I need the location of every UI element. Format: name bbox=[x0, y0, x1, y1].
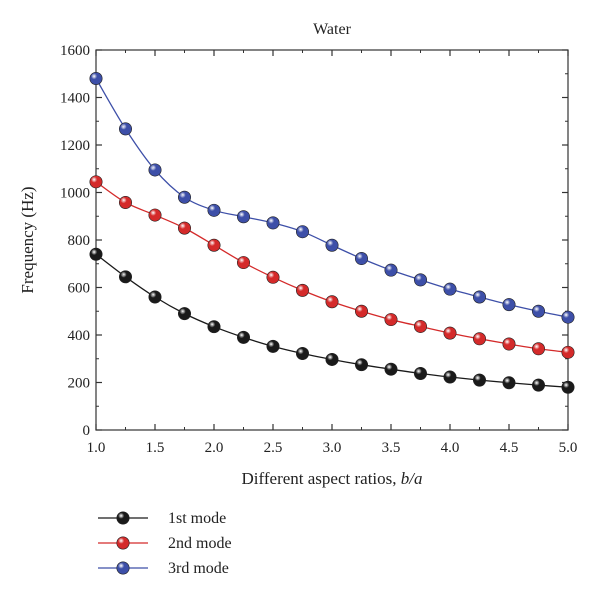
y-tick-label: 1200 bbox=[60, 138, 90, 154]
data-point-series-3 bbox=[325, 238, 339, 252]
data-point-series-2 bbox=[89, 175, 103, 189]
data-point-series-2 bbox=[472, 332, 486, 346]
data-point-series-3 bbox=[237, 210, 251, 224]
data-point-series-3 bbox=[502, 298, 516, 312]
x-tick-label: 4.5 bbox=[500, 440, 519, 456]
x-tick-label: 3.0 bbox=[323, 440, 342, 456]
data-point-series-2 bbox=[561, 345, 575, 359]
data-point-series-1 bbox=[472, 373, 486, 387]
data-point-series-2 bbox=[531, 342, 545, 356]
x-tick-label: 1.5 bbox=[146, 440, 165, 456]
data-point-series-1 bbox=[325, 352, 339, 366]
data-point-series-1 bbox=[266, 339, 280, 353]
data-point-series-1 bbox=[119, 270, 133, 284]
x-axis-label-prefix: Different aspect ratios, bbox=[242, 469, 401, 488]
data-point-series-1 bbox=[237, 330, 251, 344]
data-point-series-1 bbox=[443, 370, 457, 384]
data-point-series-2 bbox=[207, 238, 221, 252]
y-axis: 0 200 400 600 800 1000 1200 1400 1600 bbox=[60, 43, 568, 439]
data-point-series-1 bbox=[561, 380, 575, 394]
data-point-series-1 bbox=[384, 362, 398, 376]
data-point-series-2 bbox=[443, 326, 457, 340]
y-tick-label: 1400 bbox=[60, 91, 90, 107]
y-tick-label: 600 bbox=[68, 281, 91, 297]
series-layer bbox=[89, 72, 575, 394]
data-point-series-1 bbox=[502, 376, 516, 390]
x-axis-label: Different aspect ratios, b/a bbox=[242, 469, 423, 488]
data-point-series-2 bbox=[148, 208, 162, 222]
data-point-series-3 bbox=[89, 72, 103, 86]
data-point-series-1 bbox=[413, 366, 427, 380]
legend: 1st mode 2nd mode 3rd mode bbox=[98, 510, 232, 577]
y-tick-label: 800 bbox=[68, 233, 91, 249]
data-point-series-3 bbox=[384, 263, 398, 277]
data-point-series-2 bbox=[384, 313, 398, 327]
data-point-series-3 bbox=[354, 252, 368, 266]
data-point-series-3 bbox=[561, 310, 575, 324]
x-axis: 1.0 1.5 2.0 2.5 3.0 3.5 4.0 4.5 5.0 bbox=[87, 50, 578, 456]
data-point-series-1 bbox=[295, 347, 309, 361]
legend-label-1: 1st mode bbox=[168, 510, 226, 527]
data-point-series-2 bbox=[178, 221, 192, 235]
data-point-series-3 bbox=[531, 304, 545, 318]
data-point-series-1 bbox=[531, 378, 545, 392]
x-axis-label-variable: b/a bbox=[401, 469, 423, 488]
x-tick-label: 1.0 bbox=[87, 440, 106, 456]
data-point-series-2 bbox=[266, 270, 280, 284]
data-point-series-3 bbox=[472, 290, 486, 304]
chart-title: Water bbox=[313, 21, 351, 38]
data-point-series-3 bbox=[207, 203, 221, 217]
data-point-series-1 bbox=[148, 290, 162, 304]
data-point-series-3 bbox=[119, 122, 133, 136]
x-tick-label: 2.0 bbox=[205, 440, 224, 456]
y-tick-label: 1600 bbox=[60, 43, 90, 59]
data-point-series-1 bbox=[354, 358, 368, 372]
data-point-series-2 bbox=[354, 304, 368, 318]
x-tick-label: 2.5 bbox=[264, 440, 283, 456]
x-tick-label: 4.0 bbox=[441, 440, 460, 456]
data-point-series-3 bbox=[178, 190, 192, 204]
data-point-series-2 bbox=[502, 337, 516, 351]
data-point-series-3 bbox=[148, 163, 162, 177]
legend-marker-2 bbox=[116, 536, 130, 550]
y-axis-label: Frequency (Hz) bbox=[18, 186, 37, 293]
series-line-1 bbox=[95, 253, 569, 388]
y-tick-label: 200 bbox=[68, 376, 91, 392]
y-tick-label: 1000 bbox=[60, 186, 90, 202]
legend-marker-1 bbox=[116, 511, 130, 525]
legend-label-3: 3rd mode bbox=[168, 560, 229, 577]
data-point-series-1 bbox=[89, 247, 103, 261]
data-point-series-2 bbox=[325, 295, 339, 309]
data-point-series-1 bbox=[178, 307, 192, 321]
data-point-series-2 bbox=[119, 195, 133, 209]
y-tick-label: 400 bbox=[68, 328, 91, 344]
data-point-series-3 bbox=[295, 225, 309, 239]
data-point-series-2 bbox=[413, 319, 427, 333]
data-point-series-3 bbox=[266, 216, 280, 230]
series-line-2 bbox=[95, 181, 569, 353]
data-point-series-1 bbox=[207, 320, 221, 334]
data-point-series-3 bbox=[443, 282, 457, 296]
y-tick-label: 0 bbox=[83, 423, 91, 439]
legend-label-2: 2nd mode bbox=[168, 535, 232, 552]
series-line-3 bbox=[95, 78, 569, 318]
legend-marker-3 bbox=[116, 561, 130, 575]
data-point-series-3 bbox=[413, 273, 427, 287]
x-tick-label: 3.5 bbox=[382, 440, 401, 456]
data-point-series-2 bbox=[295, 283, 309, 297]
x-tick-label: 5.0 bbox=[559, 440, 578, 456]
data-point-series-2 bbox=[237, 256, 251, 270]
